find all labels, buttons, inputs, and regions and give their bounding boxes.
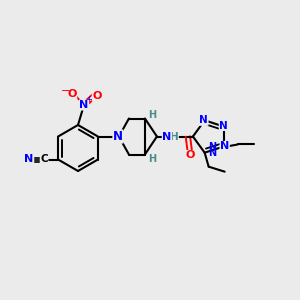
Text: N: N: [208, 148, 216, 158]
Text: N: N: [220, 142, 229, 152]
Text: N: N: [208, 142, 216, 152]
Text: O: O: [185, 151, 195, 160]
Text: N: N: [162, 131, 172, 142]
Text: O: O: [92, 91, 102, 101]
Text: N: N: [219, 121, 228, 130]
Text: N: N: [199, 115, 208, 125]
Text: N: N: [113, 130, 123, 143]
Text: H: H: [148, 154, 156, 164]
Text: N: N: [25, 154, 34, 164]
Text: +: +: [85, 95, 92, 104]
Text: H: H: [148, 110, 156, 119]
Text: N: N: [80, 100, 88, 110]
Text: −: −: [61, 86, 71, 96]
Text: O: O: [67, 89, 77, 99]
Text: H: H: [169, 131, 178, 142]
Text: C: C: [40, 154, 48, 164]
